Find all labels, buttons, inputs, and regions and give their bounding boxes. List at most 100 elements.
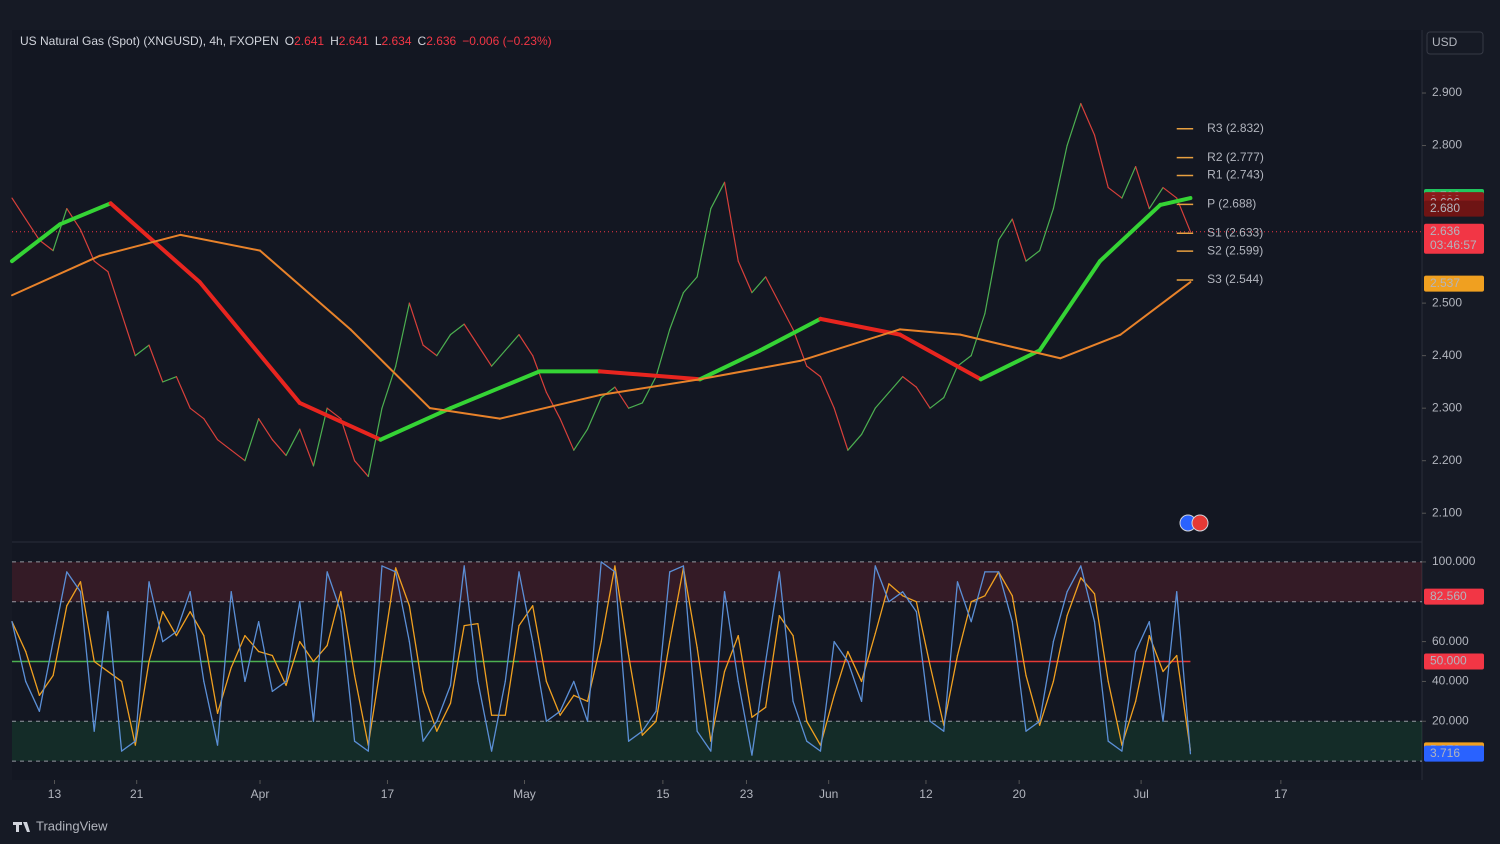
line-segment — [449, 323, 465, 336]
line-segment — [1107, 186, 1123, 199]
y-tick-label: 2.200 — [1432, 453, 1462, 467]
line-segment — [970, 571, 986, 623]
line-segment — [1066, 102, 1082, 147]
line-segment — [428, 407, 501, 420]
x-tick-label: May — [513, 787, 536, 801]
y-tick-label: 60.000 — [1432, 634, 1469, 648]
line-segment — [189, 407, 205, 420]
line-segment — [216, 439, 232, 451]
line-segment — [1052, 615, 1068, 683]
line-segment — [11, 254, 101, 297]
pivot-label: S2 (2.599) — [1207, 243, 1263, 257]
line-segment — [381, 567, 397, 659]
plot-area — [12, 30, 1422, 780]
line-segment — [723, 634, 739, 673]
line-segment — [682, 565, 698, 732]
line-segment — [614, 565, 630, 657]
y-tick-label: 20.000 — [1432, 713, 1469, 727]
line-segment — [353, 460, 369, 478]
line-segment — [798, 328, 901, 362]
line-segment — [1080, 577, 1096, 595]
line-segment — [490, 680, 506, 752]
line-segment — [395, 571, 411, 643]
line-segment — [121, 313, 136, 357]
currency-box[interactable] — [1426, 31, 1484, 55]
line-segment — [723, 591, 739, 683]
line-segment — [408, 302, 424, 346]
line-segment — [929, 664, 945, 726]
line-segment — [52, 605, 68, 677]
line-segment — [340, 418, 356, 462]
line-segment — [504, 571, 520, 683]
line-segment — [710, 591, 726, 752]
line-segment — [1066, 577, 1082, 617]
line-segment — [847, 650, 863, 683]
x-tick-label: 13 — [48, 787, 62, 801]
line-segment — [545, 710, 561, 722]
price-badge-label: 2.537 — [1430, 276, 1460, 290]
line-segment — [79, 581, 95, 663]
line-segment — [1011, 218, 1027, 262]
line-segment — [614, 571, 630, 742]
line-segment — [1162, 654, 1178, 673]
line-segment — [258, 418, 273, 441]
line-segment — [806, 720, 822, 746]
line-segment — [697, 348, 763, 382]
line-segment — [367, 656, 383, 746]
line-segment — [518, 334, 534, 357]
price-badge — [1424, 745, 1484, 762]
line-segment — [915, 386, 931, 409]
pane: 2.900 2.800 2.500 2.400 2.300 2.200 2.100 R3 (2… — [10, 85, 1484, 519]
line-segment — [915, 611, 931, 722]
pivot-label: R3 (2.832) — [1207, 121, 1264, 135]
line-segment — [1121, 650, 1137, 752]
line-segment — [628, 402, 643, 409]
line-segment — [297, 400, 383, 442]
line-segment — [299, 428, 315, 467]
line-segment — [573, 680, 589, 722]
ohlc-value: 2.641 — [339, 34, 369, 48]
line-segment — [518, 571, 534, 643]
line-segment — [764, 571, 780, 663]
line-segment — [956, 601, 972, 657]
line-segment — [203, 634, 219, 714]
line-segment — [874, 565, 890, 603]
event-flag[interactable] — [1179, 514, 1209, 532]
line-segment — [1158, 196, 1193, 207]
line-segment — [586, 397, 602, 430]
line-segment — [449, 565, 465, 687]
line-segment — [897, 332, 983, 382]
line-segment — [959, 333, 1062, 360]
line-segment — [477, 623, 493, 716]
line-segment — [1176, 591, 1192, 755]
brand: TradingView — [36, 818, 108, 833]
ohlc-key: H — [330, 34, 339, 48]
line-segment — [696, 646, 712, 742]
y-tick-label: 2.300 — [1432, 400, 1462, 414]
line-segment — [641, 720, 657, 736]
line-segment — [1093, 593, 1109, 683]
line-segment — [1080, 565, 1096, 623]
line-segment — [573, 428, 589, 451]
line-segment — [271, 439, 287, 457]
line-segment — [655, 571, 671, 712]
line-segment — [162, 376, 178, 383]
line-segment — [449, 625, 465, 704]
line-segment — [463, 323, 479, 346]
line-segment — [792, 634, 808, 722]
price-badge — [1424, 588, 1484, 605]
line-segment — [1025, 674, 1041, 726]
line-segment — [11, 621, 27, 653]
line-segment — [79, 591, 95, 732]
line-segment — [134, 344, 150, 357]
currency: USD — [1432, 35, 1458, 49]
line-segment — [984, 239, 1000, 315]
line-segment — [792, 700, 808, 742]
line-segment — [943, 581, 959, 732]
line-segment — [627, 654, 643, 736]
line-segment — [1025, 249, 1041, 262]
line-segment — [230, 591, 246, 683]
line-segment — [259, 249, 352, 331]
line-segment — [1093, 134, 1109, 189]
line-segment — [847, 433, 863, 451]
